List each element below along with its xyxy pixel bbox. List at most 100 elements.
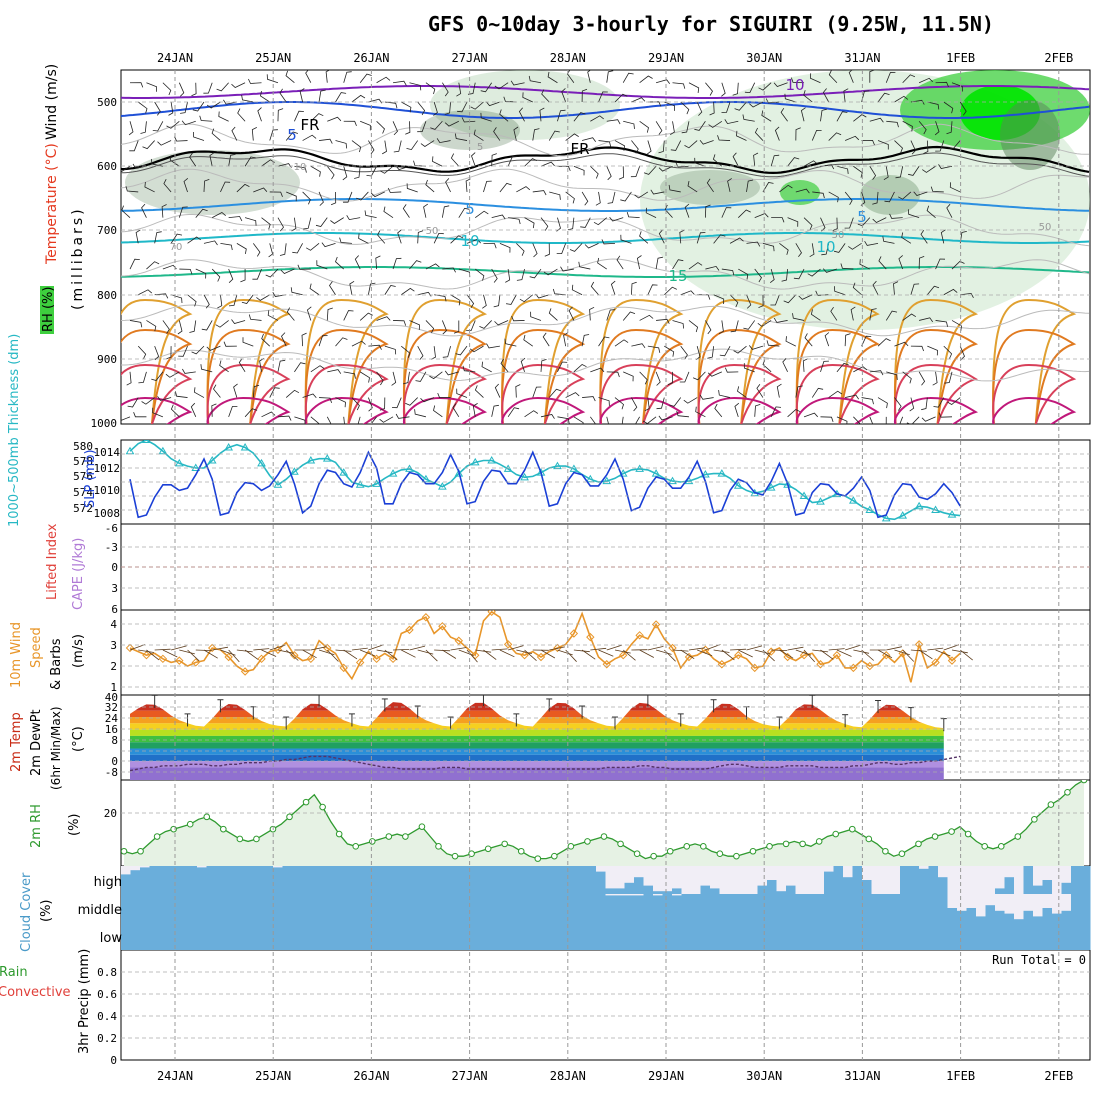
upper-wind-barb [734, 402, 740, 417]
wind10m-barb [738, 649, 753, 658]
cloud-high-bar [396, 866, 407, 894]
contour-label: 5 [287, 126, 297, 144]
wind10m-barb [285, 649, 299, 661]
cloud-high-bar [206, 866, 217, 894]
cloud-middle-bar [1042, 908, 1053, 922]
upper-wind-barb [877, 92, 890, 103]
upper-wind-barb [679, 371, 690, 383]
upper-wind-barb [598, 397, 610, 406]
upper-wind-barb [415, 371, 427, 382]
upper-wind-barb [699, 140, 714, 145]
upper-wind-barb [642, 416, 657, 424]
wind10m-point [273, 645, 283, 654]
wind10m-barb [812, 649, 829, 653]
upper-wind-barb [864, 240, 879, 246]
wind10m-barb [187, 649, 200, 662]
cloud-high-bar [596, 871, 606, 894]
upper-wind-barb [532, 190, 547, 196]
wind10m-point [207, 643, 217, 653]
cloud-low-bar [719, 922, 730, 950]
upper-wind-barb [491, 404, 499, 417]
upper-wind-barb [712, 154, 723, 167]
bl-contour-0-0 [121, 298, 193, 424]
upper-wind-barb [152, 121, 164, 132]
cloud-low-bar [453, 922, 464, 950]
upper-wind-barb [606, 119, 621, 125]
upper-wind-barb [480, 82, 493, 93]
upper-wind-barb [252, 243, 261, 257]
cloud-low-bar [567, 922, 578, 950]
dewpoint-line [129, 755, 961, 772]
thickness-point [306, 456, 316, 464]
upper-wind-barb [718, 320, 724, 335]
upper-wind-barb [524, 158, 538, 167]
wind10m-barb [697, 649, 713, 657]
upper-wind-barb [836, 362, 849, 373]
upper-wind-barb [479, 320, 492, 329]
cloud-middle-bar [140, 894, 150, 922]
upper-wind-barb [557, 361, 568, 373]
upper-wind-barb [639, 120, 649, 133]
upper-wind-barb [310, 416, 320, 424]
upper-wind-barb [784, 93, 796, 103]
upper-wind-barb [918, 121, 927, 135]
upper-wind-barb [154, 231, 162, 244]
upper-wind-barb [141, 397, 155, 405]
cloud-low-bar [548, 922, 559, 950]
upper-wind-barb [299, 88, 305, 103]
upper-wind-barb [349, 280, 355, 295]
thickness-point [339, 468, 349, 476]
upper-wind-barb [387, 187, 402, 193]
upper-wind-barb [853, 416, 861, 424]
contour-label: FR [300, 116, 319, 134]
date-label-top: 24JAN [157, 51, 193, 65]
rh2m-point [865, 835, 873, 843]
upper-wind-barb [655, 79, 671, 84]
wind10m-tick: 4 [110, 618, 117, 631]
upper-wind-barb [135, 229, 141, 244]
cloud-high-bar [254, 866, 264, 894]
upper-wind-barb [754, 268, 762, 283]
thickness-point [766, 483, 776, 491]
upper-wind-barb [705, 82, 713, 96]
upper-wind-barb [643, 165, 657, 175]
cloud-high-bar [539, 866, 549, 894]
upper-wind-barb [285, 389, 300, 398]
wind10m-barb [343, 649, 358, 660]
cloud-high-bar [567, 866, 578, 894]
upper-wind-barb [548, 388, 562, 398]
wind10m-barb [228, 649, 240, 663]
upper-wind-barb [121, 165, 131, 173]
upper-wind-barb [631, 397, 638, 412]
cloud-middle-bar [1004, 913, 1015, 922]
upper-wind-barb [203, 179, 210, 192]
upper-wind-barb [909, 397, 915, 412]
isotherm-10 [121, 232, 1090, 244]
cloud-middle-bar [1080, 894, 1091, 922]
cloud-high-bar [501, 866, 511, 894]
thickness-point [668, 476, 677, 485]
bl-contour-6-0 [697, 298, 782, 424]
upper-wind-barb [770, 294, 780, 306]
thickness-point [701, 470, 710, 478]
thickness-point [322, 454, 332, 462]
thickness-point [931, 505, 940, 513]
rh2m-point [236, 835, 244, 843]
upper-wind-barb [780, 107, 788, 122]
cloud-high-bar [786, 885, 796, 894]
wind10m-barb [713, 649, 730, 653]
upper-wind-barb [746, 294, 752, 309]
upper-wind-barb [920, 229, 928, 244]
cloud-high-bar [615, 888, 625, 894]
cloud-low-bar [121, 922, 131, 950]
upper-wind-barb [589, 306, 595, 321]
upper-wind-barb [231, 126, 238, 141]
cape-label: CAPE (J/kg) [71, 538, 86, 610]
temp2m-tick: 0 [111, 755, 118, 768]
upper-wind-barb [240, 269, 246, 283]
cloud-bg [1033, 866, 1043, 894]
cloud-high-bar [377, 866, 388, 894]
upper-wind-barb [183, 177, 189, 193]
upper-wind-barb [450, 294, 461, 306]
cloud-bg [1023, 894, 1034, 922]
